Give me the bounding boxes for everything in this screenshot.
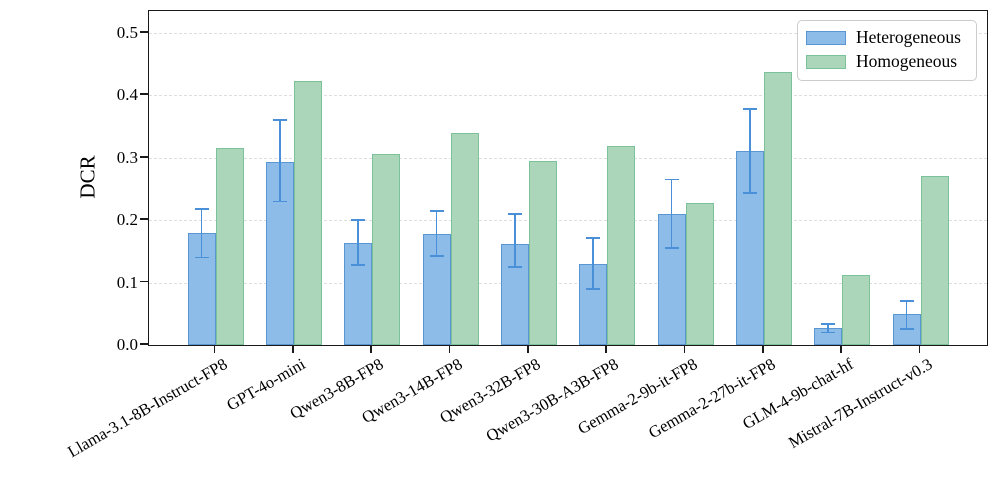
error-bar-cap-0-1 (194, 256, 209, 259)
x-tick-mark (370, 346, 372, 353)
x-tick-mark (918, 346, 921, 353)
bar-homogeneous-8 (842, 275, 871, 345)
error-bar-cap-0-0 (194, 208, 209, 210)
error-bar-line-6 (670, 179, 673, 249)
x-tick-label: Llama-3.1-8B-Instruct-FP8 (63, 354, 230, 462)
x-tick-label: Mistral-7B-Instruct-v0.3 (784, 354, 935, 453)
bar-homogeneous-2 (372, 153, 401, 345)
x-tick-mark (762, 346, 764, 353)
error-bar-line-1 (278, 120, 281, 202)
error-bar-cap-7-1 (742, 191, 757, 194)
error-bar-cap-2-0 (351, 219, 366, 222)
error-bar-cap-6-1 (664, 247, 679, 250)
bar-homogeneous-3 (450, 132, 479, 345)
y-tick-mark (140, 93, 148, 96)
gridline (149, 157, 987, 159)
y-tick-label: 0.5 (116, 22, 138, 42)
legend-item-homogeneous: Homogeneous (806, 51, 966, 72)
error-bar-cap-7-0 (742, 108, 757, 110)
bar-homogeneous-9 (920, 176, 949, 345)
error-bar-line-2 (357, 220, 360, 266)
y-tick-label: 0.0 (116, 335, 138, 354)
error-bar-line-5 (592, 237, 595, 289)
gridline (149, 95, 987, 97)
x-tick-mark (527, 346, 529, 353)
error-bar-line-8 (827, 324, 830, 333)
gridline (149, 220, 987, 222)
x-tick-mark (683, 346, 686, 353)
error-bar-line-7 (748, 109, 751, 193)
error-bar-cap-3-0 (429, 209, 444, 212)
error-bar-cap-3-1 (429, 255, 444, 258)
error-bar-cap-8-1 (821, 331, 836, 334)
error-bar-cap-4-0 (507, 212, 522, 215)
y-tick-mark (140, 343, 148, 345)
x-tick-label: Qwen3-30B-A3B-FP8 (482, 354, 622, 446)
error-bar-cap-4-1 (507, 266, 522, 268)
homogeneous-swatch-icon (806, 54, 846, 69)
error-bar-line-9 (905, 300, 908, 329)
gridline (149, 282, 987, 284)
legend-item-heterogeneous: Heterogeneous (806, 27, 966, 47)
error-bar-cap-8-0 (821, 323, 836, 326)
error-bar-cap-9-0 (899, 299, 914, 302)
error-bar-cap-5-1 (586, 287, 601, 290)
bar-homogeneous-6 (685, 203, 714, 345)
y-tick-label: 0.2 (116, 210, 138, 230)
error-bar-line-4 (513, 213, 516, 267)
x-tick-mark (213, 346, 216, 353)
y-tick-label: 0.1 (116, 272, 138, 292)
y-tick-mark (140, 218, 148, 220)
error-bar-cap-6-0 (664, 178, 679, 181)
bar-homogeneous-7 (763, 71, 792, 345)
y-tick-mark (140, 31, 148, 33)
y-tick-mark (140, 155, 148, 158)
error-bar-line-3 (435, 210, 438, 257)
x-tick-mark (292, 346, 294, 353)
bar-homogeneous-4 (528, 160, 557, 345)
error-bar-cap-9-1 (899, 327, 914, 330)
error-bar-line-0 (200, 208, 203, 258)
error-bar-cap-1-0 (272, 119, 287, 122)
bar-homogeneous-0 (215, 148, 244, 345)
bar-homogeneous-5 (607, 146, 636, 345)
error-bar-cap-1-1 (272, 200, 287, 203)
legend: Heterogeneous Homogeneous (797, 20, 977, 81)
y-tick-mark (140, 280, 148, 283)
y-tick-label: 0.3 (116, 147, 138, 167)
legend-label: Homogeneous (856, 51, 958, 72)
x-tick-mark (605, 346, 607, 353)
error-bar-cap-2-1 (351, 264, 366, 266)
bar-homogeneous-1 (293, 80, 322, 345)
y-tick-label: 0.4 (116, 85, 138, 105)
legend-label: Heterogeneous (856, 27, 961, 47)
x-tick-mark (840, 346, 842, 353)
gridline (149, 32, 987, 34)
heterogeneous-swatch-icon (806, 30, 846, 45)
error-bar-cap-5-0 (586, 236, 601, 239)
x-tick-mark (448, 346, 451, 353)
